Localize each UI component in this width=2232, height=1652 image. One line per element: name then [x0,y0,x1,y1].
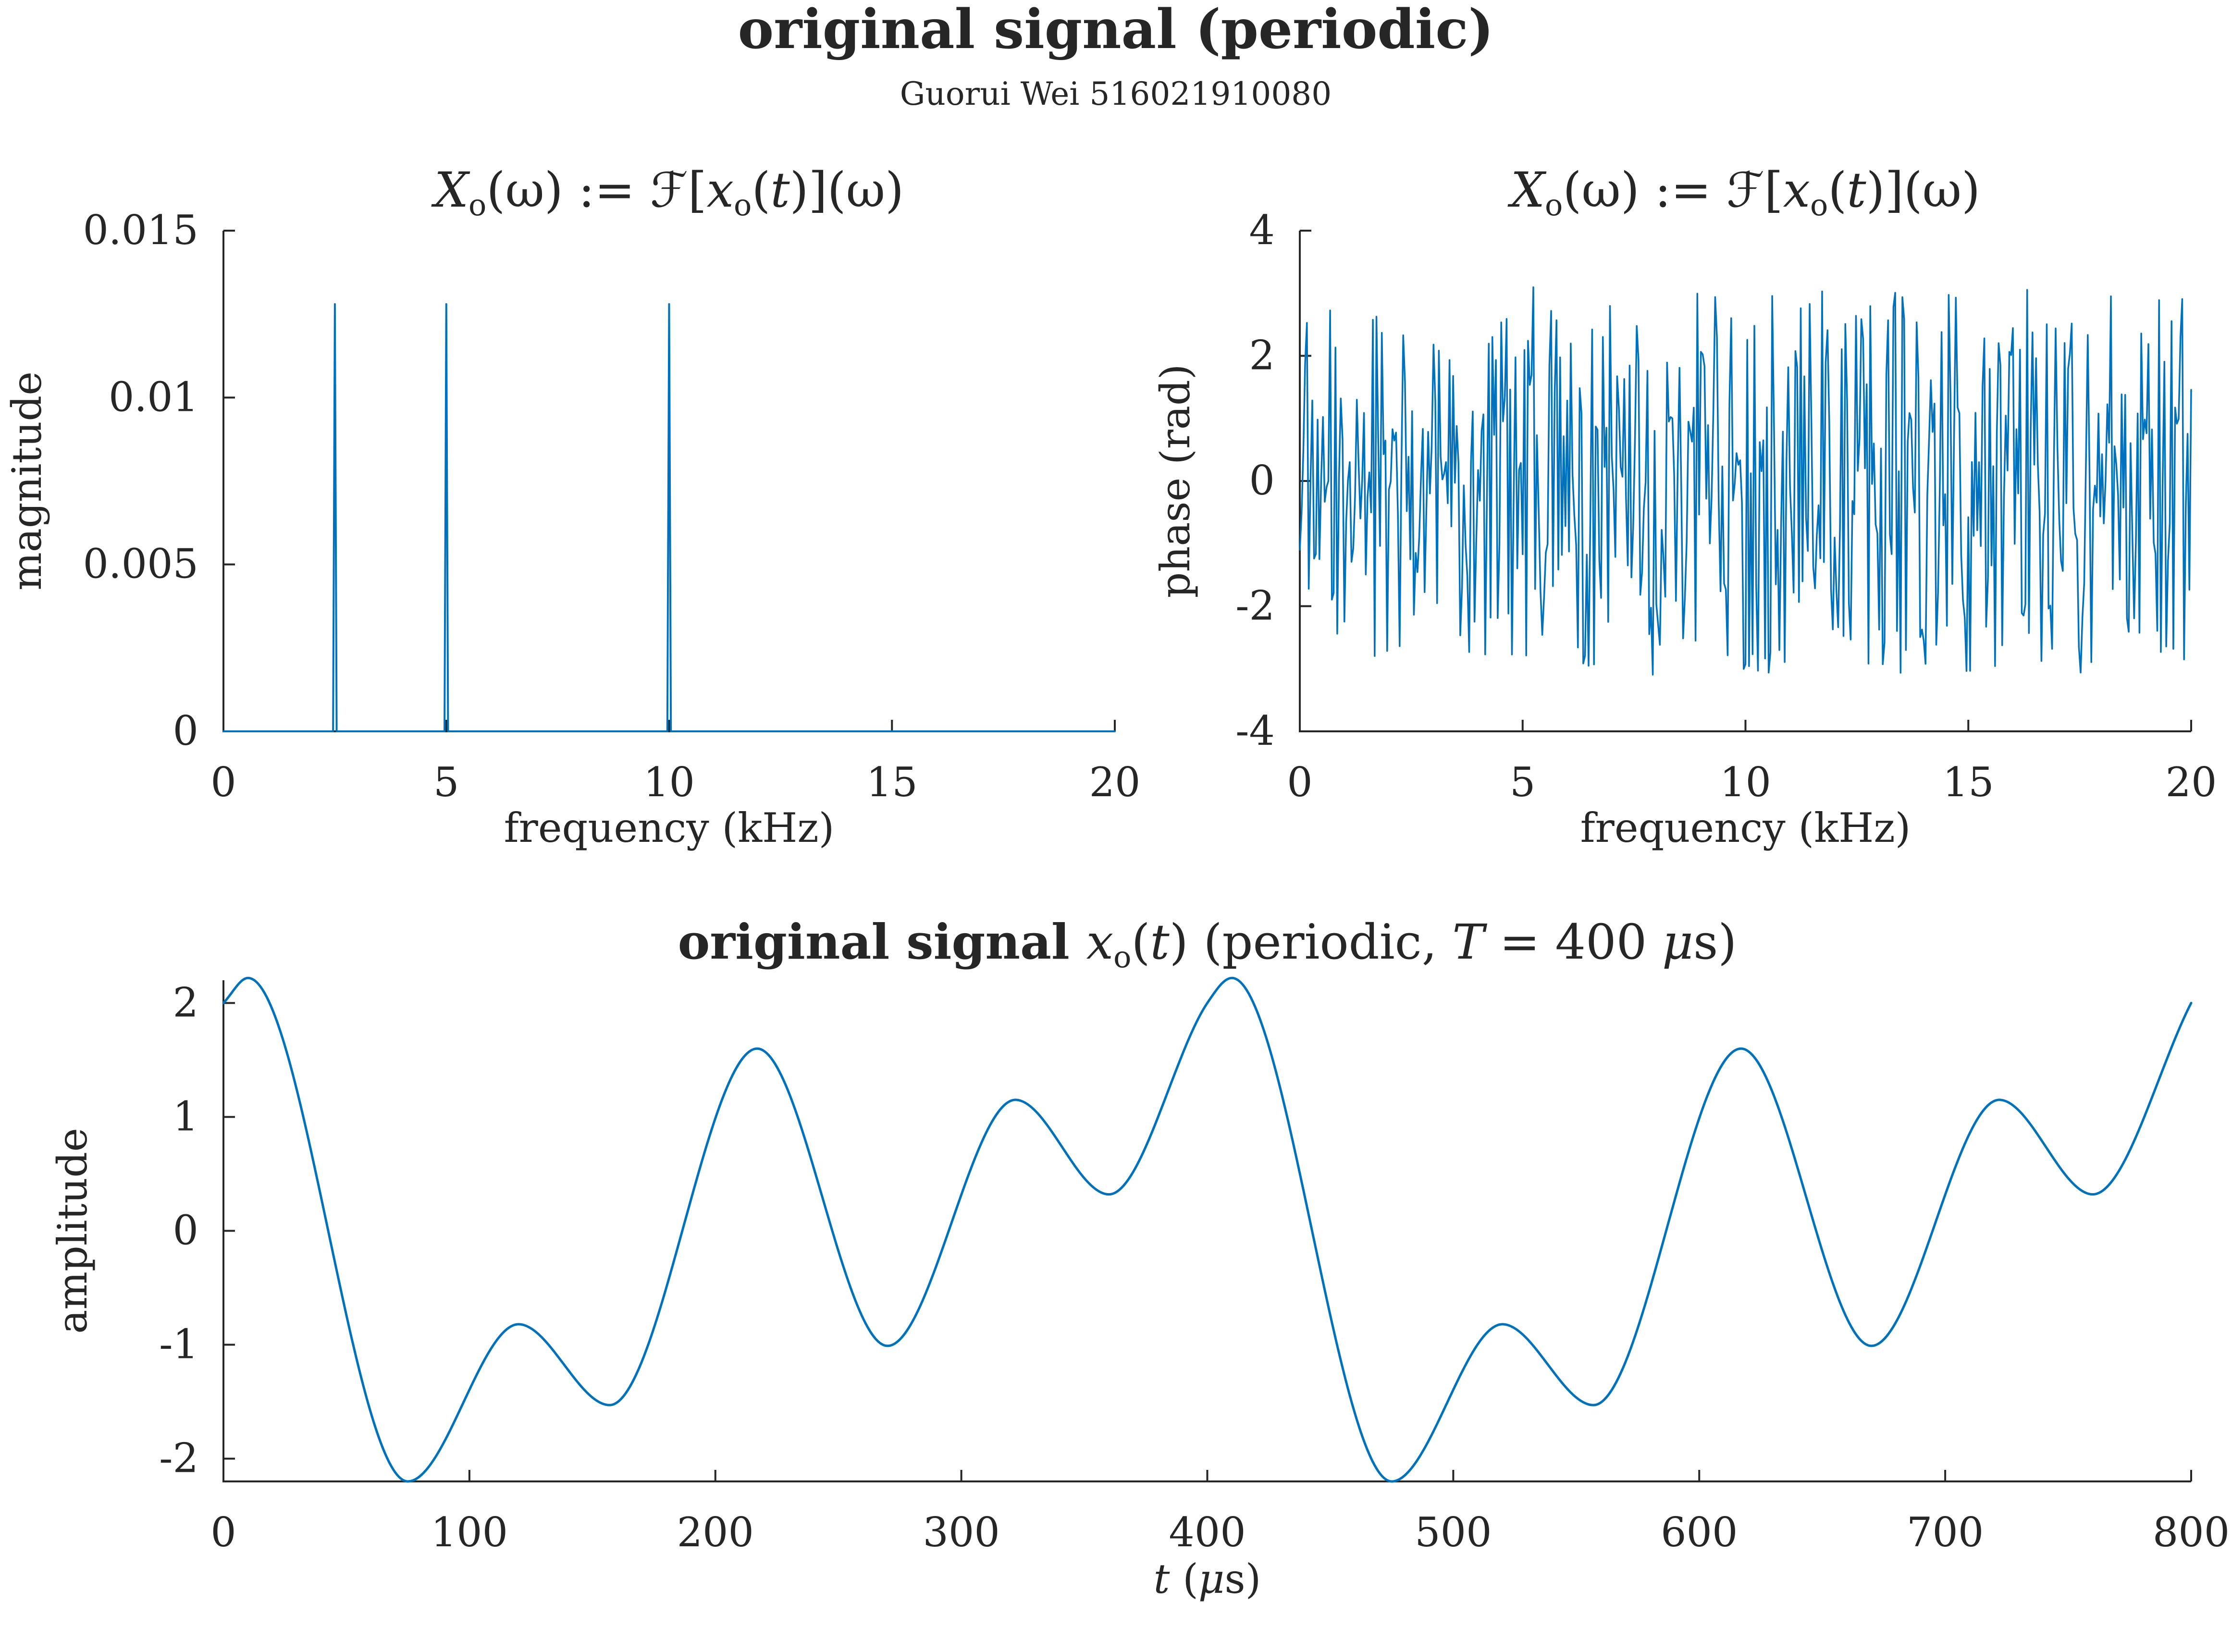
y-axis-label: phase (rad) [1152,364,1199,598]
y-axis-label: amplitude [49,1128,96,1334]
x-tick-label: 700 [1907,1509,1984,1556]
x-tick-label: 15 [1943,759,1994,806]
x-tick-label: 200 [677,1509,754,1556]
figure-subtitle: Guorui Wei 516021910080 [900,75,1332,112]
y-tick-label: 0.005 [83,541,198,588]
x-tick-label: 100 [431,1509,508,1556]
y-tick-label: -2 [159,1435,198,1482]
y-tick-label: 2 [173,979,198,1026]
x-tick-label: 400 [1169,1509,1245,1556]
x-axis-label: t (μs) [1154,1555,1261,1603]
y-tick-label: 1 [173,1093,198,1140]
phase-chart: 0 5 10 15 20 -4 -2 0 2 4 frequency (kHz) phase (rad… [1152,162,2217,851]
figure-title: original signal (periodic) [738,0,1494,61]
x-tick-label: 0 [210,1509,236,1556]
x-tick-label: 20 [1089,759,1141,806]
x-tick-label: 10 [1720,759,1771,806]
y-tick-label: 0 [173,1207,198,1254]
y-tick-label: -1 [159,1321,198,1368]
chart-title: Xo(ω) := ℱ[xo(t)](ω) [431,162,904,222]
y-tick-label: 0.01 [109,373,198,420]
y-tick-label: 4 [1249,207,1275,254]
time-chart: 0 100 200 300 400 500 600 700 800 -2 -1 0 1 2 t (μs) am… [49,913,2230,1603]
y-tick-label: -2 [1235,582,1275,629]
chart-title: Xo(ω) := ℱ[xo(t)](ω) [1507,162,1980,222]
x-tick-label: 600 [1661,1509,1738,1556]
x-tick-label: 0 [210,759,236,806]
y-tick-label: 0 [1249,457,1275,504]
chart-title: original signal xo(t) (periodic, T = 400… [678,913,1737,974]
y-axis-label: magnitude [3,371,50,591]
amplitude-series-line [222,976,2193,1483]
magnitude-chart: 0 5 10 15 20 0 0.005 0.01 0.015 frequency (kHz) ma… [3,162,1140,851]
y-tick-label: 0.015 [83,207,198,254]
y-tick-label: 0 [173,707,198,754]
x-tick-label: 0 [1287,759,1312,806]
x-tick-label: 15 [866,759,918,806]
x-axis-label: frequency (kHz) [1580,804,1911,851]
axis-lines [222,980,2191,1482]
y-tick-label: -4 [1235,707,1275,754]
x-axis-label: frequency (kHz) [504,804,835,851]
phase-series-line [1299,286,2192,676]
x-tick-label: 800 [2153,1509,2230,1556]
x-tick-label: 300 [923,1509,999,1556]
x-tick-label: 5 [433,759,459,806]
x-tick-label: 10 [643,759,695,806]
x-tick-label: 20 [2166,759,2217,806]
x-tick-label: 500 [1415,1509,1492,1556]
x-tick-label: 5 [1510,759,1535,806]
magnitude-series-line [222,303,1116,732]
y-tick-label: 2 [1249,332,1275,379]
